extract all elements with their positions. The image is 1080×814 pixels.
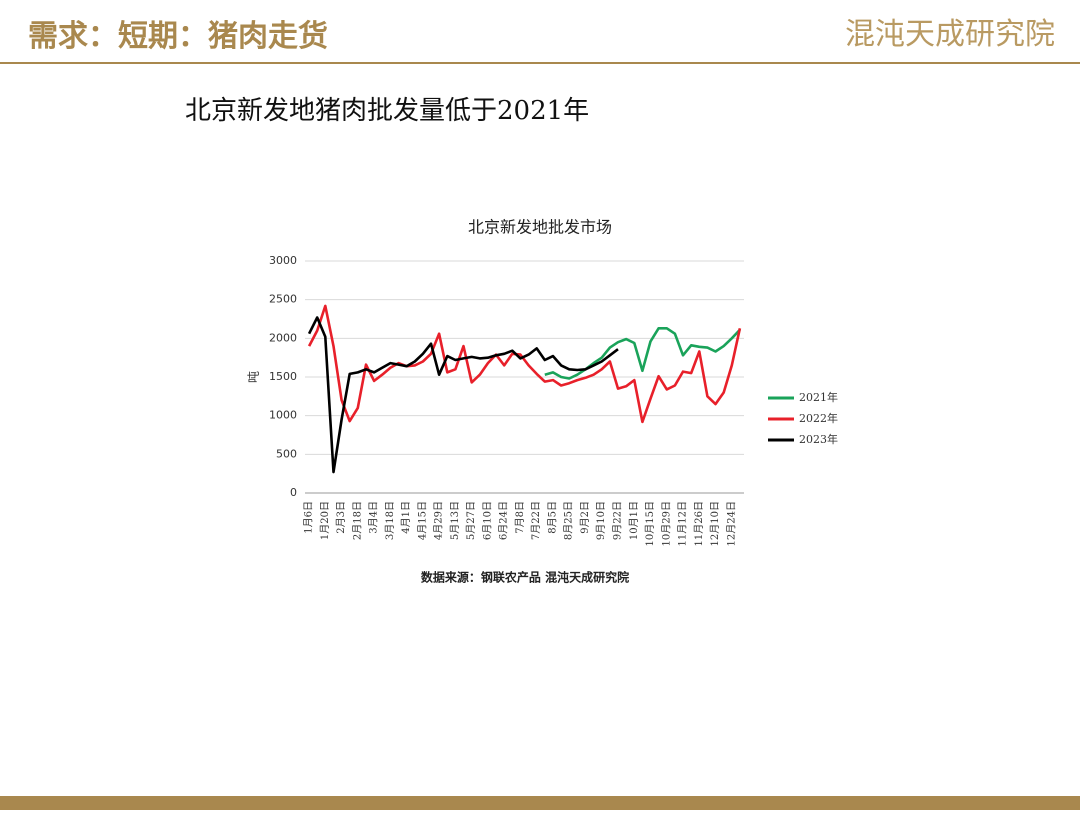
x-tick-label: 7月22日: [530, 501, 542, 540]
legend-label: 2022年: [799, 411, 838, 425]
x-tick-label: 4月1日: [400, 501, 412, 534]
x-tick-label: 12月24日: [725, 501, 737, 546]
x-tick-label: 12月10日: [709, 501, 721, 546]
x-tick-label: 1月20日: [319, 501, 331, 540]
series-line: [544, 327, 741, 380]
series-line: [307, 316, 619, 474]
series-line: [307, 304, 742, 424]
x-tick-label: 7月8日: [514, 501, 526, 534]
x-tick-label: 10月15日: [644, 501, 656, 546]
x-tick-label: 2月18日: [351, 501, 363, 540]
legend-label: 2021年: [799, 390, 838, 404]
x-tick-label: 8月25日: [563, 501, 575, 540]
y-tick-label: 2500: [269, 293, 297, 306]
x-tick-label: 5月27日: [465, 501, 477, 540]
y-tick-label: 0: [290, 486, 297, 499]
x-tick-label: 9月2日: [579, 501, 591, 534]
x-tick-label: 4月15日: [416, 501, 428, 540]
x-tick-label: 9月10日: [595, 501, 607, 540]
legend-label: 2023年: [799, 432, 838, 446]
x-tick-label: 6月10日: [481, 501, 493, 540]
x-tick-label: 5月13日: [449, 501, 461, 540]
x-tick-label: 1月6日: [303, 501, 315, 534]
x-tick-label: 9月22日: [611, 501, 623, 540]
logo: 混沌天成研究院: [845, 17, 1055, 52]
x-tick-label: 4月29日: [433, 501, 445, 540]
y-tick-label: 500: [276, 447, 297, 460]
x-tick-label: 8月5日: [546, 501, 558, 534]
x-tick-label: 3月18日: [384, 501, 396, 540]
x-tick-label: 6月24日: [498, 501, 510, 540]
x-tick-label: 3月4日: [368, 501, 380, 534]
x-tick-label: 10月1日: [628, 501, 640, 540]
y-tick-label: 3000: [269, 254, 297, 267]
x-tick-label: 2月3日: [335, 501, 347, 534]
y-tick-label: 2000: [269, 331, 297, 344]
source: 数据来源：钢联农产品 混沌天成研究院: [421, 570, 629, 585]
headline: 北京新发地猪肉批发量低于2021年: [185, 96, 589, 126]
x-tick-label: 11月12日: [677, 501, 689, 546]
chart-title: 北京新发地批发市场: [468, 218, 612, 237]
x-tick-label: 10月29日: [660, 501, 672, 546]
x-tick-label: 11月26日: [693, 501, 705, 546]
footer-bar: [0, 796, 1080, 810]
header-title: 需求：短期：猪肉走货: [28, 19, 328, 54]
y-axis-label: 吨: [247, 371, 261, 383]
y-tick-label: 1000: [269, 409, 297, 422]
y-tick-label: 1500: [269, 370, 297, 383]
